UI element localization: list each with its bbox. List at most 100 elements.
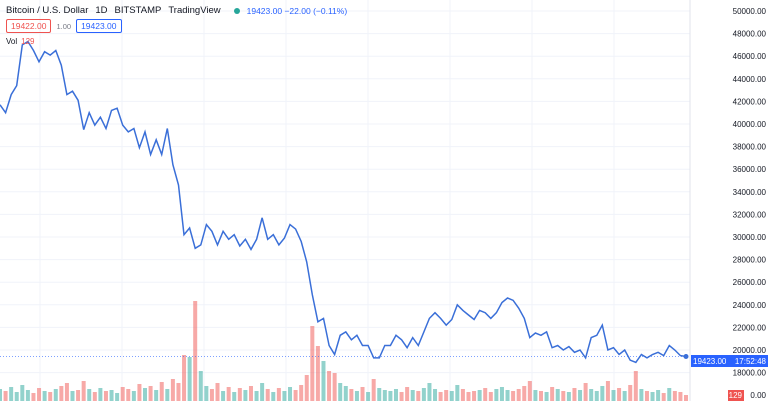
- y-tick-label: 26000.00: [733, 278, 767, 287]
- price-change: −22.00: [284, 5, 311, 16]
- volume-bar: [187, 357, 192, 401]
- y-tick-label: 42000.00: [733, 97, 767, 106]
- volume-bar: [572, 388, 577, 401]
- volume-bar: [449, 391, 454, 401]
- volume-bar: [444, 390, 449, 401]
- last-price-marker: [683, 354, 689, 360]
- volume-bar: [271, 392, 276, 401]
- volume-bar: [0, 389, 2, 401]
- volume-bar: [276, 388, 281, 401]
- volume-bar: [533, 390, 538, 401]
- volume-bar: [349, 389, 354, 401]
- volume-bar: [544, 392, 549, 401]
- volume-bar: [622, 391, 627, 401]
- buy-button[interactable]: 19423.00: [76, 19, 122, 33]
- volume-bar: [232, 392, 237, 401]
- volume-bar: [14, 392, 19, 401]
- volume-bar: [3, 391, 8, 401]
- volume-bar: [600, 386, 605, 401]
- volume-bar: [115, 393, 120, 401]
- volume-legend-value: 129: [21, 37, 35, 46]
- volume-bar: [354, 391, 359, 401]
- volume-bar: [126, 389, 131, 401]
- price-line: [0, 40, 687, 364]
- volume-bar: [566, 392, 571, 401]
- interval[interactable]: 1D: [95, 5, 108, 16]
- volume-bar: [605, 381, 610, 401]
- volume-bar: [20, 385, 25, 401]
- volume-bar: [76, 390, 81, 401]
- volume-bar: [293, 390, 298, 401]
- volume-bar: [327, 371, 332, 401]
- y-tick-label: 20000.00: [733, 346, 767, 355]
- last-price: 19423.00: [246, 5, 283, 16]
- volume-bar: [165, 389, 170, 401]
- volume-bar: [53, 389, 58, 401]
- volume-bar: [639, 389, 644, 401]
- volume-bar: [226, 387, 231, 401]
- volume-bar: [109, 390, 114, 401]
- volume-bar: [472, 391, 477, 401]
- volume-bar: [410, 390, 415, 401]
- volume-bar: [31, 393, 36, 401]
- sell-button[interactable]: 19422.00: [6, 19, 52, 33]
- price-label-box: [691, 355, 768, 367]
- volume-bar: [215, 383, 220, 401]
- volume-bar: [265, 389, 270, 401]
- y-tick-label: 48000.00: [733, 30, 767, 39]
- volume-bar: [59, 386, 64, 401]
- y-tick-label: 24000.00: [733, 301, 767, 310]
- y-tick-label: 36000.00: [733, 165, 767, 174]
- volume-bar: [282, 391, 287, 401]
- volume-bar: [360, 387, 365, 401]
- volume-bar: [64, 383, 69, 401]
- volume-bar: [516, 389, 521, 401]
- y-tick-label: 46000.00: [733, 52, 767, 61]
- volume-bar: [633, 371, 638, 401]
- market-status-icon: [233, 7, 240, 14]
- source: TradingView: [168, 5, 221, 16]
- volume-bar: [583, 383, 588, 401]
- volume-bar: [120, 387, 125, 401]
- volume-bar: [388, 391, 393, 401]
- volume-bar: [684, 395, 688, 401]
- volume-bar: [405, 387, 410, 401]
- volume-bar: [628, 385, 633, 401]
- price-label-value: 19423.00: [693, 357, 727, 366]
- volume-bar: [237, 388, 242, 401]
- volume-bar: [393, 389, 398, 401]
- volume-bar: [494, 389, 499, 401]
- volume-bar: [25, 390, 30, 401]
- volume-bar: [377, 388, 382, 401]
- volume-bar: [561, 391, 566, 401]
- volume-bar: [42, 391, 47, 401]
- volume-bar: [143, 388, 148, 401]
- volume-bar: [499, 387, 504, 401]
- volume-bar: [92, 392, 97, 401]
- volume-bar: [198, 371, 203, 401]
- volume-bar: [483, 388, 488, 401]
- volume-bar: [644, 391, 649, 401]
- volume-bar: [527, 381, 532, 401]
- volume-bar: [382, 390, 387, 401]
- spread: 1.00: [56, 21, 72, 31]
- volume-bar: [460, 389, 465, 401]
- y-tick-label: 50000.00: [733, 7, 767, 16]
- volume-bar: [438, 392, 443, 401]
- volume-bar: [416, 391, 421, 401]
- volume-bar: [466, 392, 471, 401]
- quote-row: 19422.00 1.00 19423.00: [6, 19, 122, 33]
- volume-bar: [182, 355, 187, 401]
- volume-bar: [617, 388, 622, 401]
- y-tick-label: 32000.00: [733, 210, 767, 219]
- symbol-name[interactable]: Bitcoin / U.S. Dollar: [6, 5, 89, 16]
- volume-bar: [315, 346, 320, 401]
- volume-bar: [550, 387, 555, 401]
- volume-label-box: [728, 390, 744, 401]
- volume-bar: [103, 391, 108, 401]
- volume-bar: [399, 392, 404, 401]
- y-tick-label: 30000.00: [733, 233, 767, 242]
- volume-bar: [427, 383, 432, 401]
- volume-bar: [248, 386, 253, 401]
